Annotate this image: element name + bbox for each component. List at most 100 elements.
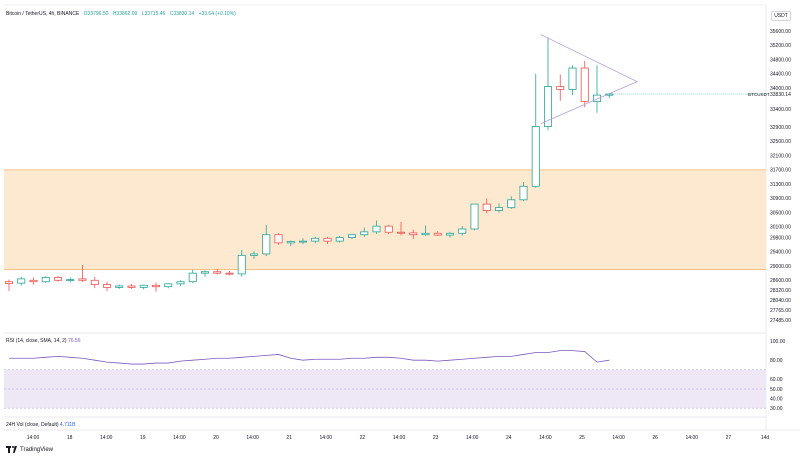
candle-body bbox=[458, 228, 467, 234]
candle[interactable] bbox=[176, 280, 185, 286]
candle-body bbox=[311, 237, 320, 242]
candle[interactable] bbox=[593, 65, 602, 113]
candle[interactable] bbox=[127, 283, 136, 289]
candle-body bbox=[66, 279, 75, 281]
candle-body bbox=[54, 277, 63, 281]
candle[interactable] bbox=[544, 37, 553, 131]
candle[interactable] bbox=[470, 203, 479, 231]
rsi-line[interactable] bbox=[9, 350, 610, 365]
candle-body bbox=[531, 126, 540, 187]
candle-body bbox=[225, 272, 234, 275]
candle[interactable] bbox=[164, 283, 173, 289]
time-axis-label: 14:00 bbox=[100, 435, 113, 441]
candle[interactable] bbox=[225, 271, 234, 276]
candle[interactable] bbox=[17, 276, 26, 286]
time-axis-label: 27 bbox=[726, 435, 732, 441]
footer-branding[interactable]: TradingView bbox=[6, 446, 53, 453]
time-axis-label: 14:00 bbox=[393, 435, 406, 441]
candle[interactable] bbox=[556, 74, 565, 101]
footer-brand-label: TradingView bbox=[20, 446, 54, 453]
candle-body bbox=[188, 272, 197, 283]
candle[interactable] bbox=[360, 227, 369, 237]
time-axis-label: 20 bbox=[213, 435, 219, 441]
candle-body bbox=[347, 234, 356, 238]
currency-button[interactable]: USDT bbox=[771, 11, 791, 21]
rsi-axis-label: 80.00 bbox=[770, 358, 783, 364]
candle-body bbox=[593, 94, 602, 102]
price-axis-label: 35600.00 bbox=[770, 29, 791, 35]
candle-body bbox=[360, 231, 369, 236]
candle[interactable] bbox=[29, 277, 38, 285]
candle[interactable] bbox=[482, 198, 491, 214]
time-axis-label: 25 bbox=[579, 435, 585, 441]
candle[interactable] bbox=[445, 231, 454, 238]
candle[interactable] bbox=[311, 236, 320, 244]
price-axis-label: 27765.00 bbox=[770, 308, 791, 314]
candle[interactable] bbox=[213, 268, 222, 275]
candle[interactable] bbox=[433, 231, 442, 237]
candle[interactable] bbox=[494, 203, 503, 213]
candle[interactable] bbox=[421, 225, 430, 236]
candle[interactable] bbox=[335, 236, 344, 243]
price-tag-value: 33830.14 bbox=[770, 92, 791, 98]
price-axis-label: 29400.00 bbox=[770, 250, 791, 256]
price-axis-label: 27485.00 bbox=[770, 318, 791, 324]
candle-body bbox=[78, 278, 87, 281]
price-axis-label: 34000.00 bbox=[770, 86, 791, 92]
candle-body bbox=[164, 283, 173, 288]
legend-change: +33.64 (+0.10%) bbox=[198, 11, 236, 17]
candle[interactable] bbox=[274, 233, 283, 245]
candle-body bbox=[176, 281, 185, 285]
candle[interactable] bbox=[396, 221, 405, 236]
volume-legend-value: 4.711B bbox=[59, 422, 76, 428]
candle[interactable] bbox=[458, 226, 467, 236]
candle-body bbox=[17, 278, 26, 284]
candle-body bbox=[445, 232, 454, 236]
candle[interactable] bbox=[298, 238, 307, 244]
candle[interactable] bbox=[384, 224, 393, 234]
candle[interactable] bbox=[507, 196, 516, 210]
volume-legend-label[interactable]: 24H Vol (close, Default) bbox=[6, 422, 59, 428]
candle[interactable] bbox=[580, 60, 589, 108]
candle[interactable] bbox=[249, 251, 258, 259]
rsi-legend-label[interactable]: RSI (14, close, SMA, 14, 2) bbox=[6, 338, 67, 344]
candle[interactable] bbox=[115, 284, 124, 289]
candle[interactable] bbox=[568, 65, 577, 96]
price-axis-label: 33400.00 bbox=[770, 107, 791, 113]
candle[interactable] bbox=[54, 276, 63, 282]
candle-body bbox=[29, 279, 38, 283]
candle[interactable] bbox=[531, 73, 540, 188]
time-axis-label: 14:00 bbox=[173, 435, 186, 441]
rsi-legend-value: 76.56 bbox=[67, 338, 81, 344]
candle[interactable] bbox=[519, 181, 528, 202]
candle[interactable] bbox=[103, 281, 112, 291]
candle[interactable] bbox=[151, 282, 160, 292]
price-axis-label: 30100.00 bbox=[770, 225, 791, 231]
time-axis-label: 19 bbox=[140, 435, 146, 441]
rsi-axis-label: 30.00 bbox=[770, 406, 783, 412]
candle[interactable] bbox=[237, 250, 246, 277]
candle[interactable] bbox=[90, 276, 99, 289]
candle[interactable] bbox=[66, 277, 75, 283]
candle[interactable] bbox=[139, 284, 148, 290]
support-resistance-zone[interactable] bbox=[4, 169, 766, 270]
candle[interactable] bbox=[347, 233, 356, 239]
candle[interactable] bbox=[372, 220, 381, 234]
triangle-pattern-drawing[interactable] bbox=[540, 34, 638, 124]
candle[interactable] bbox=[262, 225, 271, 257]
candle[interactable] bbox=[78, 264, 87, 282]
candle[interactable] bbox=[5, 279, 13, 291]
legend-symbol[interactable]: Bitcoin / TetherUS, 4h, BINANCE bbox=[6, 11, 80, 17]
price-tag[interactable]: BTCUSDT 33830.14 bbox=[748, 92, 791, 98]
rsi-axis-label: 40.00 bbox=[770, 396, 783, 402]
legend-open: O33796.50 bbox=[83, 11, 109, 17]
candle-body bbox=[396, 231, 405, 234]
candle[interactable] bbox=[188, 269, 197, 284]
candle[interactable] bbox=[41, 276, 50, 284]
candle[interactable] bbox=[286, 240, 295, 247]
candle[interactable] bbox=[323, 236, 332, 244]
candle-body bbox=[213, 271, 222, 274]
candle[interactable] bbox=[409, 229, 418, 239]
candle[interactable] bbox=[200, 270, 209, 277]
